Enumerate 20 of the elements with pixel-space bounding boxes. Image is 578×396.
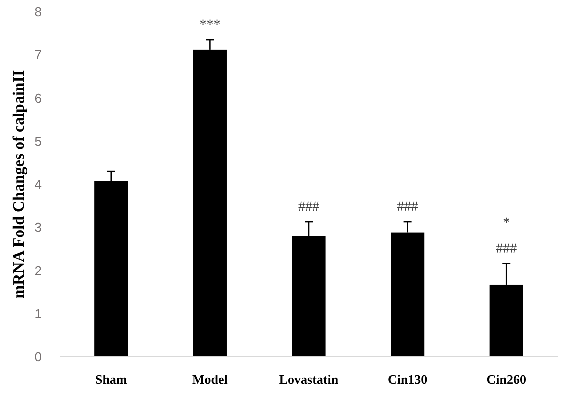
- x-tick-label: Cin130: [388, 372, 428, 387]
- x-tick-label: Lovastatin: [279, 372, 340, 387]
- x-tick-label: Cin260: [486, 372, 526, 387]
- annotation: ***: [200, 18, 221, 33]
- y-tick-label: 6: [34, 90, 42, 106]
- x-tick-label: Sham: [95, 372, 128, 387]
- y-tick-label: 1: [34, 306, 42, 322]
- x-tick-label: Model: [192, 372, 228, 387]
- y-tick-label: 5: [34, 134, 42, 149]
- y-tick-label: 4: [34, 177, 42, 192]
- y-tick-label: 0: [34, 350, 42, 365]
- annotation: ###: [298, 200, 320, 215]
- annotation: ###: [397, 200, 418, 215]
- y-tick-label: 8: [34, 4, 42, 20]
- y-tick-label: 7: [34, 48, 42, 63]
- y-tick-label: 2: [34, 263, 42, 278]
- annotation: ###: [496, 242, 518, 257]
- y-axis-title: mRNA Fold Changes of calpainII: [11, 70, 28, 299]
- y-tick-label: 3: [34, 220, 42, 236]
- annotation: *: [503, 216, 510, 231]
